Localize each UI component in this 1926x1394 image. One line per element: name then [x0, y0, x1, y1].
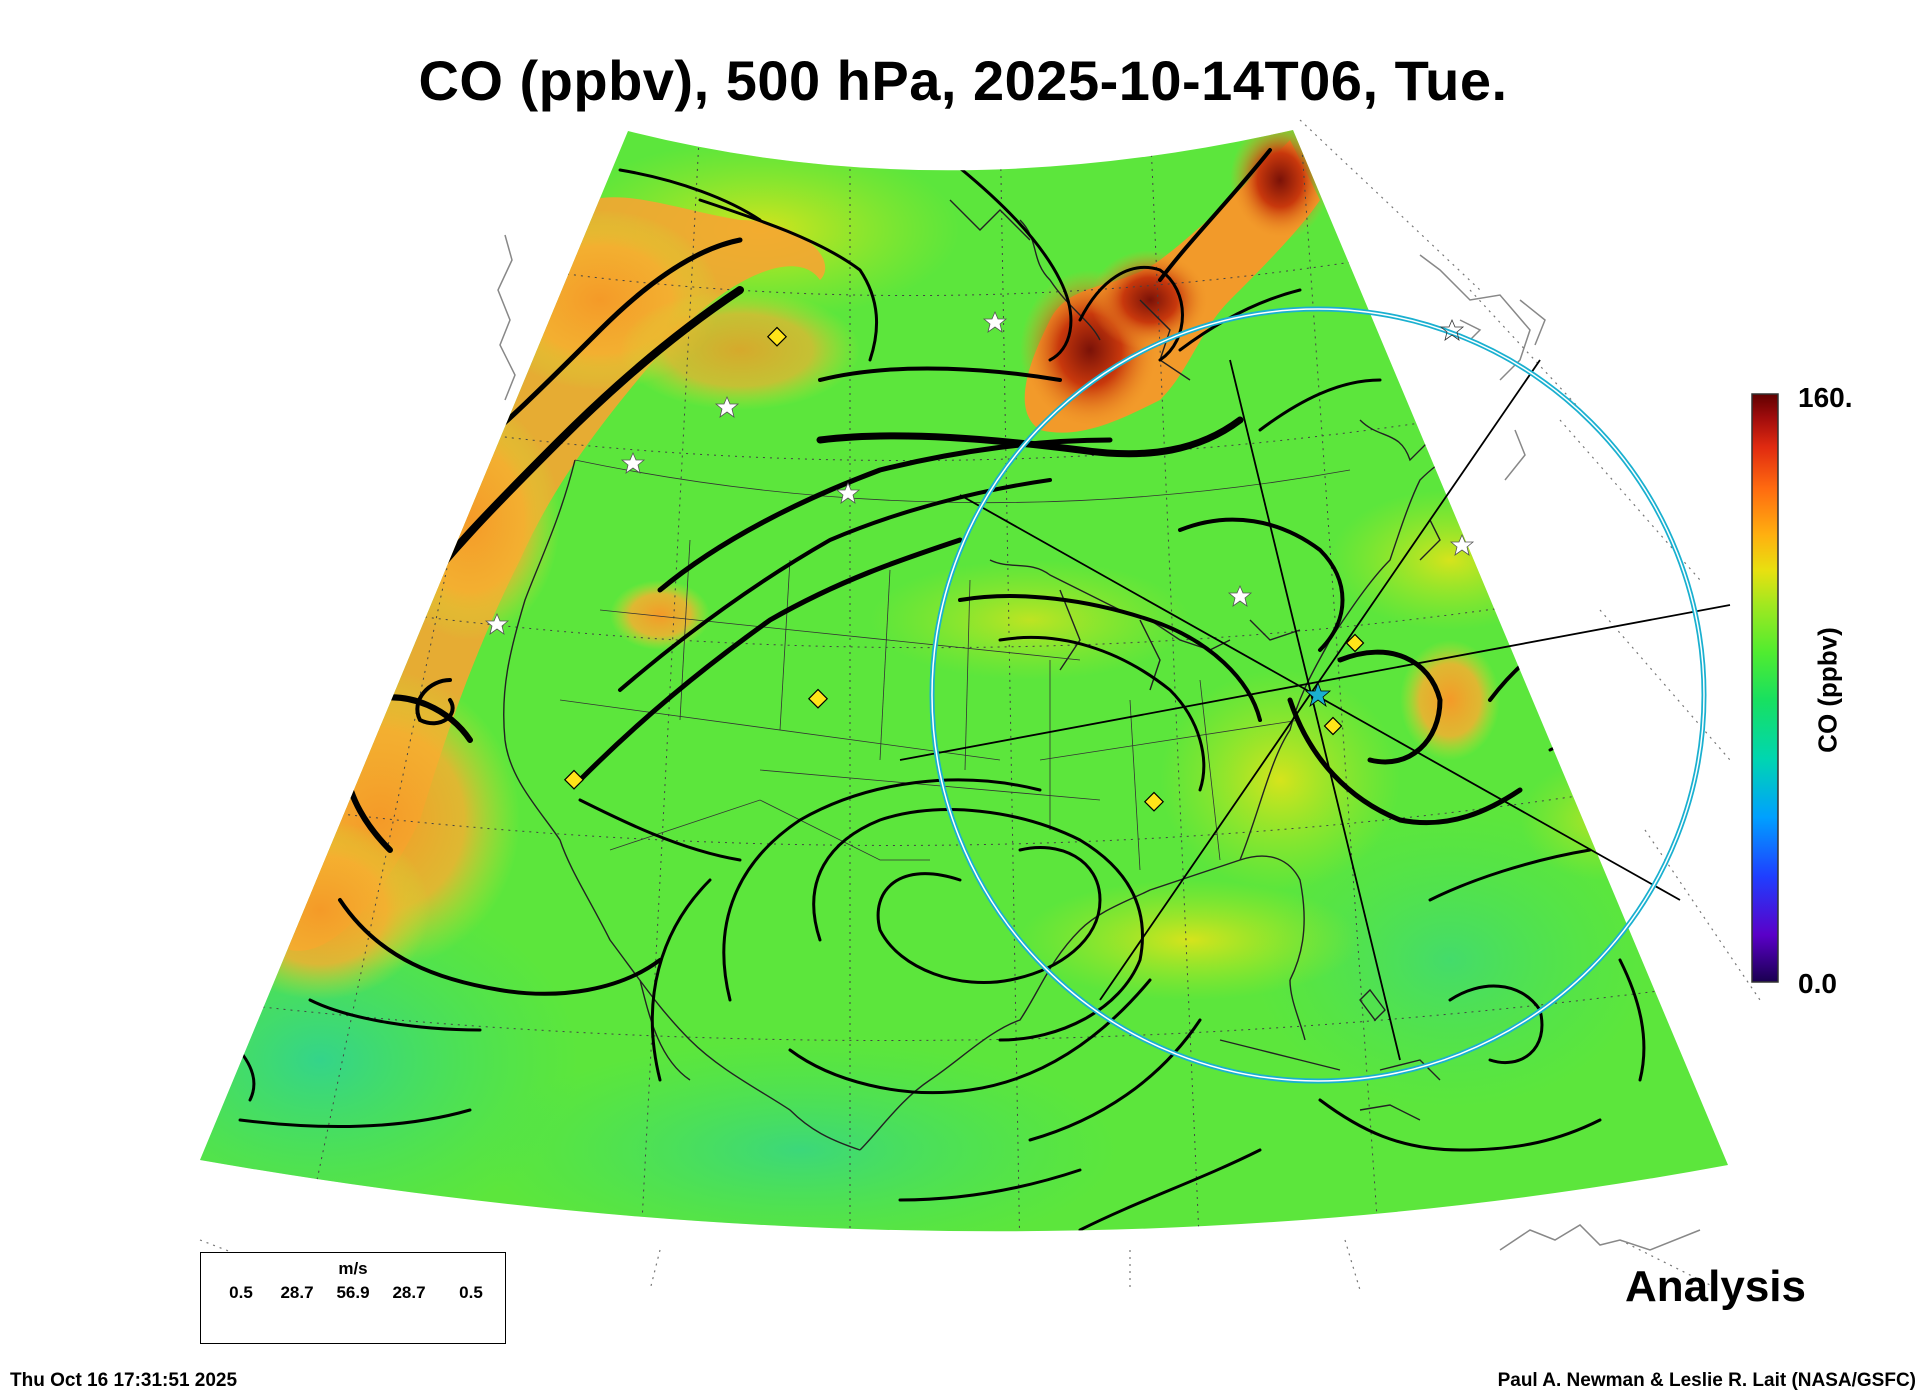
site-marker	[563, 769, 585, 790]
site-marker-center	[1304, 681, 1332, 708]
map-title: CO (ppbv), 500 hPa, 2025-10-14T06, Tue.	[418, 49, 1508, 112]
wind-legend-unit: m/s	[338, 1259, 368, 1278]
star-marker	[1227, 584, 1253, 607]
star-marker	[1449, 533, 1475, 556]
wind-legend-value: 56.9	[336, 1283, 370, 1302]
site-markers	[563, 326, 1365, 812]
wind-legend-value: 28.7	[392, 1283, 426, 1302]
star-marker	[620, 451, 646, 474]
wind-legend-value: 28.7	[280, 1283, 314, 1302]
site-marker	[766, 326, 788, 347]
wind-streamlines	[228, 148, 1722, 1232]
state-borders	[559, 459, 1351, 871]
colorbar-title: CO (ppbv)	[1812, 627, 1843, 753]
star-marker	[982, 310, 1008, 333]
wind-legend-value: 0.5	[459, 1283, 483, 1302]
star-marker	[1439, 318, 1465, 341]
site-marker	[1323, 716, 1343, 736]
star-marker	[714, 395, 740, 418]
colorbar-max-label: 160.	[1798, 382, 1853, 413]
star-markers	[484, 310, 1475, 635]
colorbar	[1751, 393, 1779, 983]
star-marker	[484, 612, 510, 635]
co-field	[200, 130, 1728, 1232]
colorbar-min-label: 0.0	[1798, 968, 1837, 999]
timestamp: Thu Oct 16 17:31:51 2025	[10, 1370, 238, 1391]
outer-graticule	[199, 119, 1761, 1291]
range-circle	[929, 306, 1707, 1084]
wind-legend-value: 0.5	[229, 1283, 253, 1302]
credit: Paul A. Newman & Leslie R. Lait (NASA/GS…	[1497, 1370, 1916, 1391]
wind-legend: m/s 0.5 28.7 56.9 28.7 0.5	[200, 1252, 506, 1344]
site-marker	[1143, 791, 1165, 812]
site-marker	[1345, 633, 1365, 653]
analysis-label: Analysis	[1625, 1262, 1806, 1311]
outer-coastline	[497, 234, 1701, 1251]
site-marker	[807, 688, 829, 709]
star-marker	[835, 481, 861, 504]
